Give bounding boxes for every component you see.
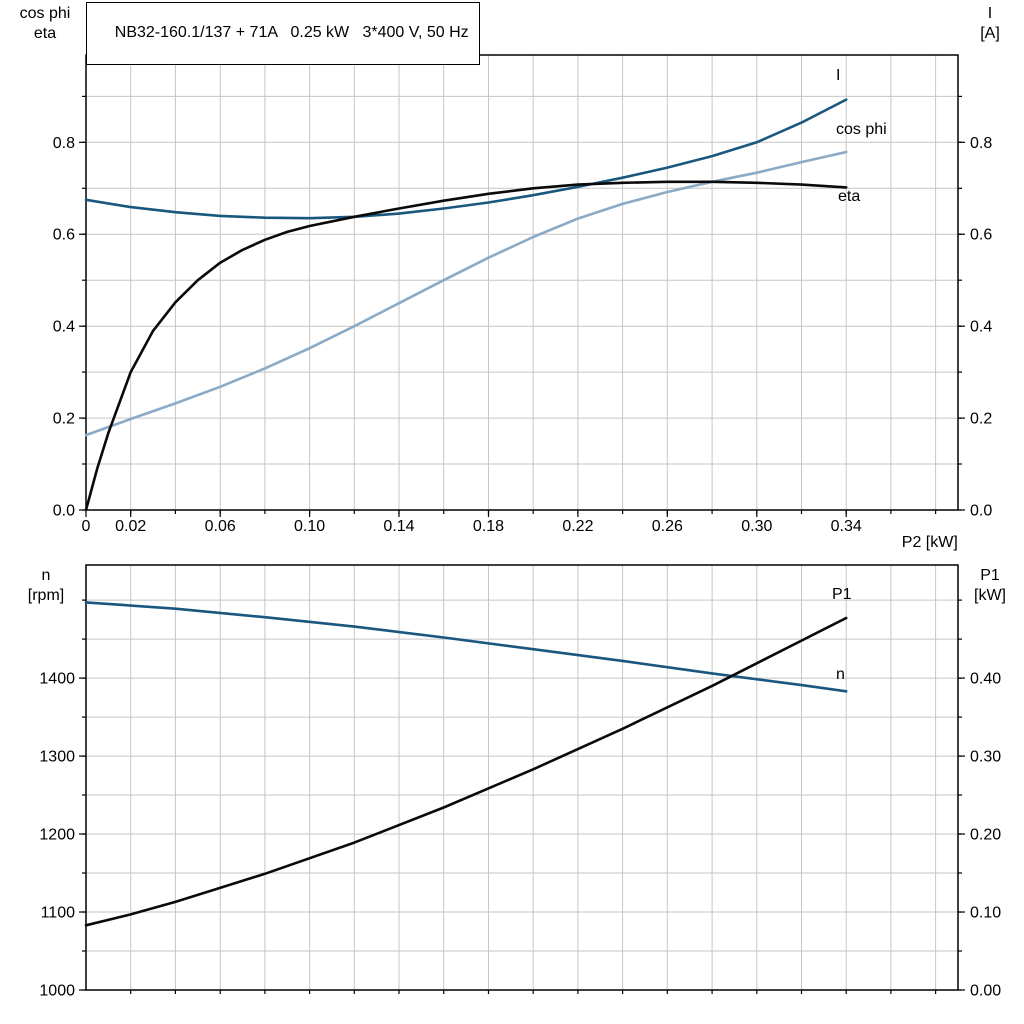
x-tick-label: 0.02: [115, 518, 146, 535]
axis-label-speed: n: [41, 567, 51, 584]
bottom-left-axis-title: n [rpm]: [8, 566, 84, 606]
y-tick-label-right: 0.20: [970, 827, 1001, 844]
x-tick-label: 0.34: [831, 518, 862, 535]
top-right-axis-title: I [A]: [962, 4, 1018, 44]
x-tick-label: 0.14: [383, 518, 414, 535]
tick-marks: [82, 599, 962, 994]
axis-label-current-unit: [A]: [980, 25, 1000, 42]
bottom-right-axis-title: P1 [kW]: [962, 566, 1018, 606]
curve-eta: [84, 180, 848, 512]
y-tick-label-left: 0.6: [53, 227, 75, 244]
curve-P1: [84, 616, 848, 927]
y-tick-label-right: 0.40: [970, 671, 1001, 688]
tick-marks: [82, 95, 962, 514]
axis-label-current: I: [987, 5, 993, 22]
x-axis-title: P2 [kW]: [884, 516, 958, 570]
y-tick-label-left: 0.4: [53, 319, 75, 336]
curve-label-eta: eta: [838, 188, 860, 205]
motor-electrical-curves: 0 0.02 0.06 0.10 0.14 0.18 0.22 0.26 0.30 0.34 0.0…: [53, 54, 992, 535]
y-tick-label-left: 1100: [41, 905, 76, 922]
x-tick-label: 0.10: [294, 518, 325, 535]
y-tick-label-right: 0.10: [970, 905, 1001, 922]
x-tick-label: 0.06: [205, 518, 236, 535]
y-tick-label-left: 0.0: [53, 503, 75, 520]
curve-label-I: I: [836, 67, 840, 84]
y-tick-label-right: 0.0: [970, 503, 992, 520]
axis-label-p2: P2 [kW]: [901, 534, 958, 551]
y-tick-label-right: 0.6: [970, 227, 992, 244]
gridlines: [86, 565, 958, 990]
y-tick-label-right: 0.8: [970, 135, 992, 152]
axis-label-p1: P1: [980, 567, 1000, 584]
x-tick-label: 0.26: [652, 518, 683, 535]
x-tick-label: 0.22: [562, 518, 593, 535]
x-tick-label: 0.30: [741, 518, 772, 535]
chart-title-box: NB32-160.1/137 + 71A 0.25 kW 3*400 V, 50…: [86, 2, 480, 65]
curve-cos-phi: [84, 150, 848, 437]
x-tick-label: 0: [82, 518, 91, 535]
y-tick-label-right: 0.4: [970, 319, 992, 336]
axis-label-eta: eta: [33, 25, 57, 42]
chart-title: NB32-160.1/137 + 71A 0.25 kW 3*400 V, 50…: [114, 24, 469, 41]
y-tick-label-right: 0.30: [970, 749, 1001, 766]
curve-label-P1: P1: [832, 586, 852, 603]
axis-label-p1-unit: [kW]: [974, 587, 1006, 604]
plot-border: [85, 564, 959, 991]
axis-label-cos-phi: cos phi: [19, 5, 71, 22]
x-tick-label: 0.18: [473, 518, 504, 535]
y-tick-label-left: 1400: [39, 671, 75, 688]
gridlines: [86, 55, 958, 510]
axis-label-speed-unit: [rpm]: [27, 587, 65, 604]
top-left-axis-title: cos phi eta: [6, 4, 84, 44]
plot-border: [85, 54, 959, 511]
y-tick-label-left: 1000: [39, 983, 75, 1000]
y-tick-label-left: 0.2: [53, 411, 75, 428]
y-tick-label-left: 0.8: [53, 135, 75, 152]
y-tick-label-right: 0.2: [970, 411, 992, 428]
y-tick-label-left: 1300: [39, 749, 75, 766]
y-tick-label-left: 1200: [39, 827, 75, 844]
curve-label-cos-phi: cos phi: [836, 121, 887, 138]
curve-I: [84, 98, 848, 220]
speed-power-curves: 1000 1100 1200 1300 1400 0.00 0.10 0.20 0.30 0.40…: [39, 564, 1001, 1000]
curve-label-n: n: [836, 666, 845, 683]
y-tick-label-right: 0.00: [970, 983, 1001, 1000]
curve-n: [84, 601, 848, 693]
